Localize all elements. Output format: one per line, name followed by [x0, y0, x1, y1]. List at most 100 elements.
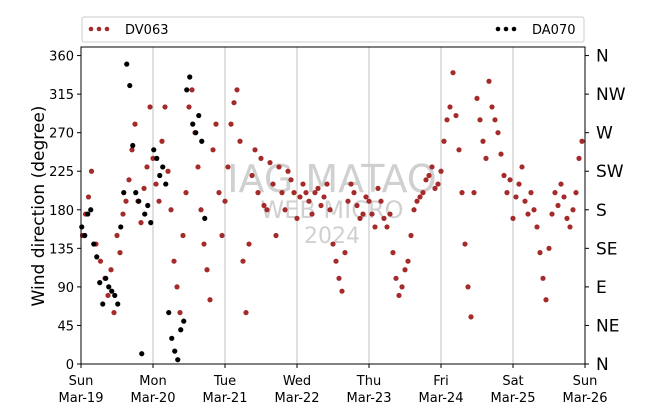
data-point-dv063: [507, 177, 513, 183]
data-point-dv063: [129, 147, 135, 153]
data-point-dv063: [579, 138, 585, 144]
data-point-da070: [202, 215, 208, 221]
watermark: IAG MATAO WEB MICRO 2024: [227, 157, 436, 249]
data-point-dv063: [351, 190, 357, 196]
data-point-dv063: [483, 155, 489, 161]
data-point-dv063: [441, 138, 447, 144]
data-point-dv063: [336, 275, 342, 281]
data-point-dv063: [276, 164, 282, 170]
data-point-dv063: [417, 194, 423, 200]
data-point-dv063: [462, 241, 468, 247]
data-point-dv063: [438, 168, 444, 174]
data-point-dv063: [85, 194, 92, 200]
data-point-da070: [154, 155, 160, 161]
y-tick-label: 0: [66, 358, 74, 373]
x-tick-label-day: Thu: [356, 374, 381, 389]
data-point-dv063: [204, 267, 210, 273]
data-point-dv063: [570, 207, 576, 213]
data-point-dv063: [405, 258, 411, 264]
compass-label: NW: [596, 85, 626, 105]
data-point-dv063: [123, 198, 129, 204]
data-point-dv063: [399, 284, 405, 290]
data-point-dv063: [144, 164, 150, 170]
data-point-dv063: [408, 232, 414, 239]
data-point-dv063: [171, 258, 177, 264]
y-tick-label: 45: [57, 319, 74, 334]
compass-label: E: [596, 278, 607, 298]
data-point-dv063: [477, 117, 483, 123]
data-point-dv063: [219, 232, 225, 239]
data-point-da070: [184, 87, 190, 93]
data-point-da070: [133, 190, 139, 196]
data-point-da070: [130, 142, 136, 149]
compass-label: NE: [596, 316, 619, 336]
data-point-dv063: [147, 104, 153, 110]
data-point-da070: [148, 220, 154, 226]
data-point-dv063: [120, 211, 126, 217]
y-axis: 0 45 90 135 180 225 270 315 360: [49, 50, 81, 373]
data-point-dv063: [543, 297, 549, 303]
data-point-dv063: [306, 198, 312, 204]
data-point-dv063: [333, 258, 339, 264]
data-points: [79, 61, 585, 363]
compass-axis: N NE E SE S SW W NW N: [585, 47, 626, 375]
data-point-dv063: [444, 117, 450, 123]
data-point-dv063: [210, 147, 216, 153]
data-point-dv063: [183, 190, 189, 196]
data-point-dv063: [564, 215, 570, 221]
data-point-da070: [88, 207, 94, 213]
data-point-da070: [145, 202, 151, 209]
x-tick-label-date: Mar-26: [563, 391, 608, 406]
data-point-dv063: [360, 211, 366, 217]
data-point-da070: [181, 318, 187, 324]
data-point-dv063: [369, 211, 375, 217]
y-tick-label: 225: [49, 165, 74, 180]
data-point-da070: [109, 288, 115, 294]
data-point-dv063: [366, 198, 372, 204]
x-tick-label-date: Mar-20: [131, 391, 176, 406]
data-point-dv063: [159, 138, 165, 144]
data-point-dv063: [318, 202, 324, 209]
data-point-dv063: [117, 250, 123, 256]
y-tick-label: 180: [49, 204, 74, 219]
data-point-da070: [172, 348, 178, 354]
data-point-dv063: [228, 121, 234, 127]
data-point-da070: [100, 301, 106, 307]
data-point-dv063: [504, 190, 510, 196]
data-point-dv063: [474, 95, 480, 102]
data-point-dv063: [189, 87, 195, 93]
data-point-dv063: [231, 100, 237, 106]
x-tick-label-date: Mar-24: [419, 391, 464, 406]
watermark-line-1: IAG MATAO: [227, 157, 436, 201]
data-point-da070: [142, 211, 148, 217]
data-point-dv063: [222, 198, 228, 204]
data-point-da070: [124, 61, 130, 67]
x-tick-label-day: Sun: [69, 374, 94, 389]
data-point-da070: [157, 172, 163, 179]
data-point-dv063: [447, 104, 453, 110]
data-point-dv063: [177, 309, 183, 316]
data-point-da070: [151, 147, 157, 153]
data-point-dv063: [162, 104, 168, 110]
data-point-da070: [175, 357, 181, 363]
legend-entry-da070: DA070: [495, 23, 576, 38]
data-point-dv063: [255, 190, 261, 196]
data-point-dv063: [138, 220, 144, 226]
compass-label: SE: [596, 239, 618, 259]
data-point-da070: [127, 82, 133, 89]
data-point-dv063: [531, 207, 537, 213]
data-point-dv063: [522, 198, 528, 204]
data-point-dv063: [354, 202, 360, 209]
data-point-da070: [139, 351, 145, 357]
data-point-da070: [97, 280, 103, 286]
data-point-dv063: [330, 241, 336, 247]
series-da070: [79, 61, 208, 363]
data-point-dv063: [261, 202, 267, 209]
data-point-dv063: [168, 207, 174, 213]
x-tick-label-date: Mar-23: [347, 391, 392, 406]
data-point-dv063: [201, 241, 207, 247]
data-point-dv063: [348, 181, 354, 187]
data-point-dv063: [288, 177, 294, 183]
data-point-dv063: [456, 147, 462, 153]
